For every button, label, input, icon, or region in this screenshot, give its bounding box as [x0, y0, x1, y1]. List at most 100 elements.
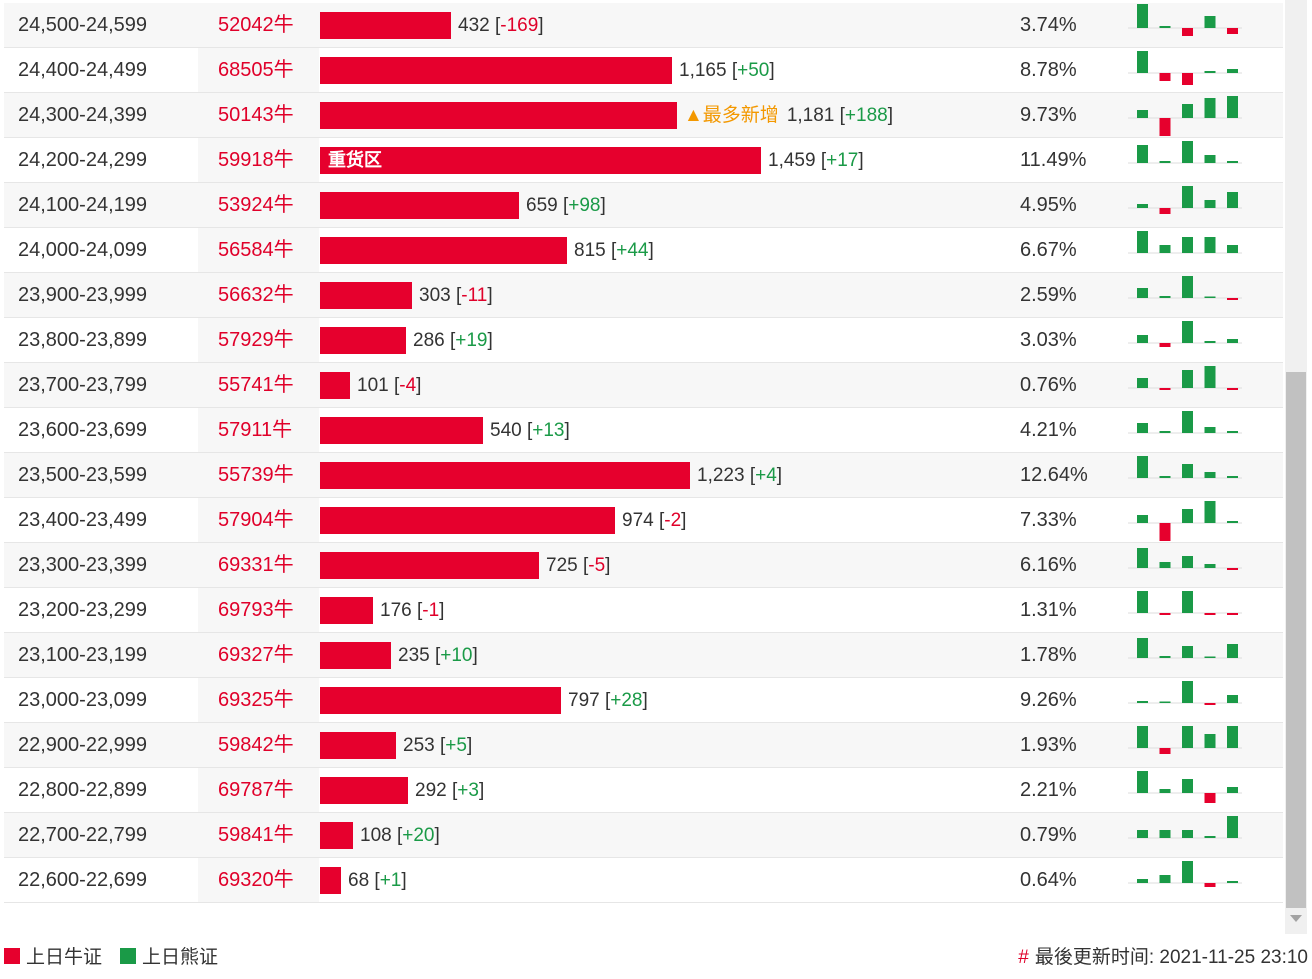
strike-range: 23,100-23,199	[18, 644, 148, 666]
quantity-bar-cell: 815 [+44]	[320, 228, 1020, 272]
percentage-value: 6.16%	[1020, 554, 1077, 576]
percentage-value: 0.76%	[1020, 374, 1077, 396]
strike-range: 23,700-23,799	[18, 374, 148, 396]
mini-chart-bar	[1227, 69, 1238, 73]
cbbc-code-link[interactable]: 69327牛	[218, 644, 294, 666]
cbbc-code-link[interactable]: 50143牛	[218, 104, 294, 126]
strike-range: 22,600-22,699	[18, 869, 148, 891]
legend-bull: 上日牛证	[4, 944, 102, 972]
cbbc-code-link[interactable]: 55739牛	[218, 464, 294, 486]
cbbc-code-link[interactable]: 57929牛	[218, 329, 294, 351]
quantity-number: 432	[458, 15, 490, 36]
mini-chart-bar	[1159, 161, 1171, 163]
scrollbar-thumb[interactable]	[1286, 372, 1306, 908]
quantity-bar	[320, 732, 396, 759]
cbbc-code-link[interactable]: 68505牛	[218, 59, 294, 81]
code-cell-bg	[198, 768, 319, 812]
code-cell-bg	[198, 183, 319, 227]
legend-bear: 上日熊证	[120, 944, 218, 972]
mini-chart-bar	[1159, 523, 1171, 541]
cbbc-code-link[interactable]: 57904牛	[218, 509, 294, 531]
mini-chart-bar	[1182, 830, 1193, 838]
mini-chart-bar	[1159, 562, 1171, 568]
quantity-number: 292	[415, 780, 447, 801]
quantity-change: -2	[664, 510, 682, 531]
mini-chart-bar	[1227, 613, 1238, 615]
percentage-value: 1.78%	[1020, 644, 1077, 666]
strike-range: 23,400-23,499	[18, 509, 148, 531]
mini-chart-bar	[1204, 656, 1216, 658]
history-mini-chart	[1128, 681, 1242, 705]
percentage-value: 0.79%	[1020, 824, 1077, 846]
history-mini-chart	[1128, 276, 1242, 300]
table-row: 24,100-24,199 53924牛 659 [+98] 4.95%	[4, 183, 1283, 228]
footer: 上日牛证 上日熊证 # 最後更新时间: 2021-11-25 23:10	[0, 944, 1312, 974]
mini-chart-bar	[1182, 646, 1193, 658]
mini-chart-bar	[1137, 456, 1148, 478]
quantity-value: 797 [+28]	[568, 690, 648, 711]
quantity-number: 68	[348, 870, 370, 891]
mini-chart-bar	[1137, 51, 1148, 73]
hash-icon: #	[1018, 947, 1029, 968]
cbbc-code-link[interactable]: 69331牛	[218, 554, 294, 576]
mini-chart-bar	[1159, 73, 1171, 81]
mini-chart-bar	[1159, 245, 1171, 253]
quantity-value: 101 [-4]	[357, 375, 422, 396]
quantity-bar	[320, 552, 539, 579]
mini-chart-bar	[1227, 339, 1238, 343]
quantity-value: 253 [+5]	[403, 735, 473, 756]
cbbc-code-link[interactable]: 69320牛	[218, 869, 294, 891]
last-updated-text: 最後更新时间: 2021-11-25 23:10	[1034, 947, 1308, 968]
cbbc-code-link[interactable]: 59918牛	[218, 149, 294, 171]
mini-chart-bar	[1137, 145, 1148, 163]
scroll-down-arrow-icon[interactable]	[1290, 915, 1302, 922]
mini-chart-bar	[1227, 28, 1238, 34]
vertical-scrollbar[interactable]	[1285, 0, 1307, 934]
table-row: 23,500-23,599 55739牛 1,223 [+4] 12.64%	[4, 453, 1283, 498]
cbbc-code-link[interactable]: 69787牛	[218, 779, 294, 801]
quantity-change: +4	[755, 465, 777, 486]
mini-chart-bar	[1227, 521, 1238, 523]
quantity-change: -11	[461, 285, 488, 306]
quantity-change: -1	[422, 600, 440, 621]
quantity-bar-cell: 重货区 1,459 [+17]	[320, 138, 1020, 182]
cbbc-code-link[interactable]: 69325牛	[218, 689, 294, 711]
mini-chart-bar	[1182, 28, 1193, 36]
percentage-value: 1.31%	[1020, 599, 1077, 621]
cbbc-code-link[interactable]: 56632牛	[218, 284, 294, 306]
strike-range: 24,000-24,099	[18, 239, 148, 261]
cbbc-code-link[interactable]: 56584牛	[218, 239, 294, 261]
quantity-change: +28	[610, 690, 643, 711]
cbbc-code-link[interactable]: 55741牛	[218, 374, 294, 396]
mini-chart-bar	[1204, 16, 1216, 28]
cbbc-distribution-table: 24,500-24,599 52042牛 432 [-169] 3.74% 24,400…	[4, 3, 1283, 903]
mini-chart-bar	[1137, 378, 1148, 388]
table-row: 23,400-23,499 57904牛 974 [-2] 7.33%	[4, 498, 1283, 543]
table-row: 23,600-23,699 57911牛 540 [+13] 4.21%	[4, 408, 1283, 453]
quantity-value: 974 [-2]	[622, 510, 687, 531]
quantity-bar-cell: 725 [-5]	[320, 543, 1020, 587]
percentage-value: 3.03%	[1020, 329, 1077, 351]
cbbc-code-link[interactable]: 53924牛	[218, 194, 294, 216]
mini-chart-bar	[1182, 276, 1193, 298]
history-mini-chart	[1128, 411, 1242, 434]
mini-chart-bar	[1227, 695, 1238, 703]
quantity-number: 797	[568, 690, 600, 711]
cbbc-code-link[interactable]: 59842牛	[218, 734, 294, 756]
cbbc-code-link[interactable]: 57911牛	[218, 419, 293, 441]
code-cell-bg	[198, 588, 319, 632]
cbbc-code-link[interactable]: 59841牛	[218, 824, 294, 846]
code-cell-bg	[198, 633, 319, 677]
quantity-value: 303 [-11]	[419, 285, 493, 306]
cbbc-code-link[interactable]: 52042牛	[218, 14, 294, 36]
mini-chart-bar	[1227, 568, 1238, 570]
table-row: 23,900-23,999 56632牛 303 [-11] 2.59%	[4, 273, 1283, 318]
cbbc-code-link[interactable]: 69793牛	[218, 599, 294, 621]
quantity-bar-cell: 68 [+1]	[320, 858, 1020, 902]
mini-chart-bar	[1182, 509, 1193, 523]
legend-bear-label: 上日熊证	[142, 947, 219, 968]
history-mini-chart	[1128, 638, 1242, 659]
mini-chart-bar	[1182, 591, 1193, 613]
percentage-value: 12.64%	[1020, 464, 1088, 486]
quantity-bar-cell: 659 [+98]	[320, 183, 1020, 227]
